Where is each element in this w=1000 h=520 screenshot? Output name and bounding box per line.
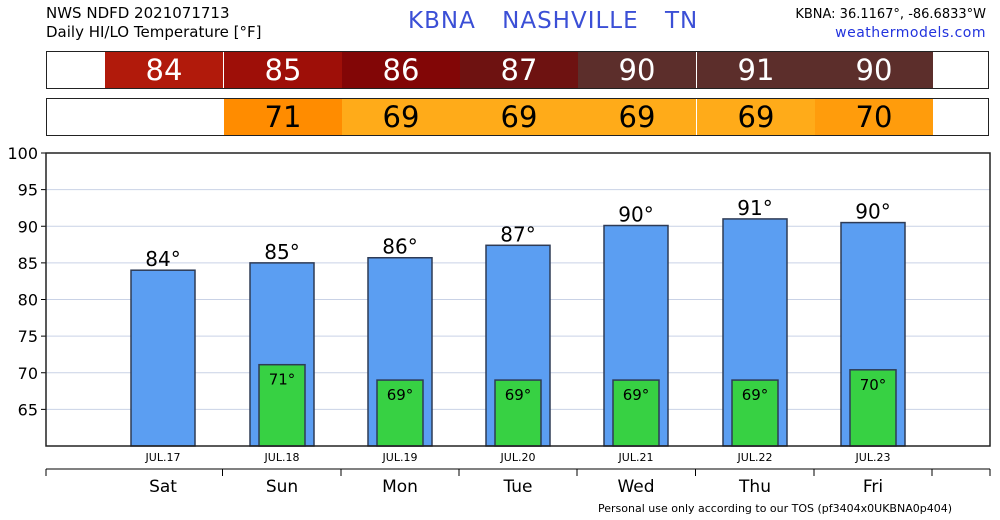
date-label: JUL.22 xyxy=(737,451,773,464)
y-tick-label: 70 xyxy=(18,364,38,383)
lo-cell: 69 xyxy=(460,99,578,135)
hi-cell: 91 xyxy=(697,52,815,88)
lo-cell: 71 xyxy=(224,99,342,135)
date-label: JUL.19 xyxy=(382,451,418,464)
station-id: KBNA xyxy=(408,8,476,34)
low-bar xyxy=(731,379,779,447)
high-bar-label: 85° xyxy=(264,240,299,264)
product-label: Daily HI/LO Temperature [°F] xyxy=(46,23,262,41)
day-label: Tue xyxy=(502,477,532,497)
hi-cell: 90 xyxy=(578,52,696,88)
high-bar-label: 87° xyxy=(500,222,535,246)
station-title: KBNA NASHVILLE TN xyxy=(408,8,716,34)
y-tick-label: 100 xyxy=(7,144,38,163)
tos-footer: Personal use only according to our TOS (… xyxy=(598,502,952,515)
low-bar-label: 69° xyxy=(505,386,532,404)
lo-cell: 69 xyxy=(342,99,460,135)
header-right: KBNA: 36.1167°, -86.6833°W weathermodels… xyxy=(795,5,986,43)
hi-cell: 85 xyxy=(224,52,342,88)
date-label: JUL.18 xyxy=(264,451,300,464)
date-label: JUL.23 xyxy=(855,451,891,464)
date-label: JUL.21 xyxy=(618,451,654,464)
day-label: Sat xyxy=(149,477,177,497)
lo-cell: 69 xyxy=(697,99,815,135)
lo-cell xyxy=(105,99,223,135)
low-bar-label: 69° xyxy=(387,386,414,404)
low-bar xyxy=(612,379,660,447)
hi-cell: 86 xyxy=(342,52,460,88)
high-bar-label: 90° xyxy=(618,203,653,227)
hi-cell: 90 xyxy=(815,52,933,88)
state-code: TN xyxy=(664,8,699,34)
high-bar xyxy=(130,269,196,447)
date-label: JUL.17 xyxy=(145,451,181,464)
high-bar-label: 91° xyxy=(737,196,772,220)
day-label: Fri xyxy=(863,477,883,497)
y-tick-label: 80 xyxy=(18,291,38,310)
hi-cell: 87 xyxy=(460,52,578,88)
day-label: Sun xyxy=(266,477,298,497)
lo-cell: 69 xyxy=(578,99,696,135)
header-left: NWS NDFD 2021071713 Daily HI/LO Temperat… xyxy=(46,4,262,42)
day-label: Wed xyxy=(617,477,654,497)
site-link[interactable]: weathermodels.com xyxy=(835,25,986,41)
y-tick-label: 75 xyxy=(18,327,38,346)
model-run-label: NWS NDFD 2021071713 xyxy=(46,4,230,22)
hi-cell: 84 xyxy=(105,52,223,88)
y-tick-label: 90 xyxy=(18,217,38,236)
lo-cell: 70 xyxy=(815,99,933,135)
station-coords: KBNA: 36.1167°, -86.6833°W xyxy=(795,7,986,22)
high-bar-label: 90° xyxy=(855,200,890,224)
day-label: Mon xyxy=(382,477,418,497)
low-bar-label: 69° xyxy=(623,386,650,404)
high-temp-strip: 84 85 86 87 90 91 90 xyxy=(46,51,989,89)
low-bar-label: 71° xyxy=(269,371,296,389)
day-label: Thu xyxy=(738,477,771,497)
low-temp-strip: 71 69 69 69 69 70 xyxy=(46,98,989,136)
y-tick-label: 95 xyxy=(18,181,38,200)
date-label: JUL.20 xyxy=(500,451,536,464)
city-name: NASHVILLE xyxy=(502,8,639,34)
low-bar-label: 69° xyxy=(742,386,769,404)
high-bar-label: 86° xyxy=(382,235,417,259)
low-bar-label: 70° xyxy=(860,376,887,394)
low-bar xyxy=(849,369,897,447)
y-tick-label: 65 xyxy=(18,400,38,419)
y-tick-label: 85 xyxy=(18,254,38,273)
low-bar xyxy=(258,363,306,447)
high-bar-label: 84° xyxy=(145,247,180,271)
plot-frame xyxy=(45,152,991,447)
